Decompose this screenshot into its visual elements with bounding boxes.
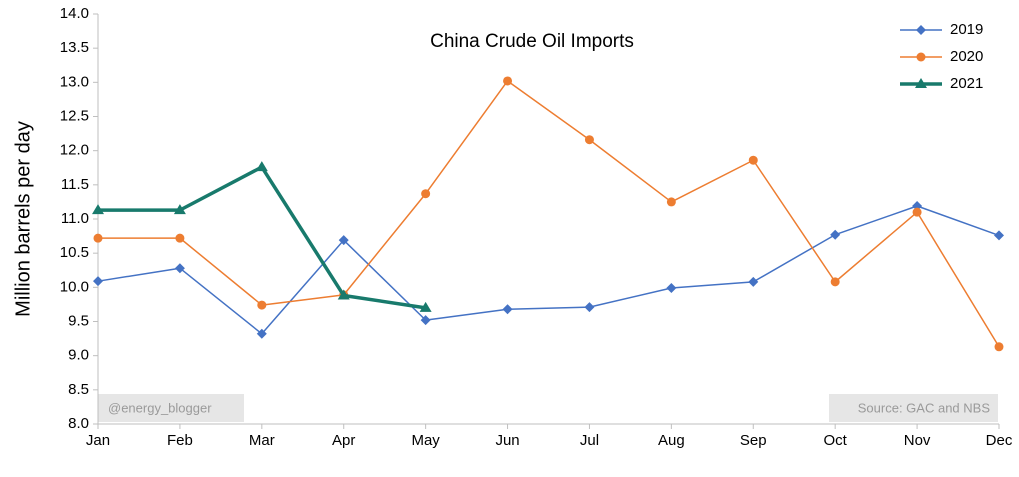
data-point	[92, 204, 104, 215]
data-point	[93, 276, 103, 287]
x-tick-label: Nov	[904, 432, 931, 449]
legend-marker	[915, 78, 927, 88]
data-point	[503, 76, 513, 86]
y-tick-label: 11.5	[61, 176, 89, 193]
data-point	[994, 230, 1004, 241]
data-point	[830, 277, 840, 287]
data-point	[666, 283, 677, 294]
data-point	[256, 328, 267, 339]
data-point	[175, 233, 185, 243]
data-point	[748, 276, 759, 287]
data-point	[419, 301, 432, 312]
data-point	[420, 315, 431, 326]
y-tick-label: 8.0	[68, 415, 89, 432]
y-tick-label: 12.0	[60, 142, 89, 159]
data-point	[584, 135, 594, 145]
data-point	[255, 161, 268, 172]
x-tick-label: Feb	[167, 432, 193, 449]
y-tick-label: 9.5	[68, 312, 89, 329]
annotation-box	[98, 394, 244, 422]
data-point	[994, 342, 1004, 352]
y-tick-label: 10.5	[60, 244, 89, 261]
y-tick-label: 10.0	[60, 278, 89, 295]
annotation: @energy_blogger	[108, 400, 212, 415]
x-tick-label: Mar	[249, 432, 275, 449]
x-tick-label: Jul	[580, 432, 599, 449]
x-tick-label: Jan	[86, 432, 110, 449]
x-tick-label: Oct	[824, 432, 848, 449]
data-point	[584, 302, 595, 313]
x-tick-label: Aug	[658, 432, 685, 449]
legend-label: 2019	[950, 21, 983, 38]
data-point	[337, 289, 350, 300]
data-point	[666, 197, 676, 207]
series-line	[97, 205, 1000, 335]
y-axis-label: Million barrels per day	[12, 121, 34, 317]
legend-marker	[916, 52, 926, 62]
data-point	[830, 229, 841, 240]
chart-title: China Crude Oil Imports	[430, 31, 634, 52]
y-tick-label: 9.0	[68, 347, 89, 364]
data-point	[173, 204, 186, 215]
data-point	[338, 235, 349, 246]
annotation: Source: GAC and NBS	[858, 400, 991, 415]
y-tick-label: 12.5	[60, 107, 89, 124]
data-point	[912, 207, 922, 217]
series-line	[98, 80, 1000, 348]
data-point	[502, 304, 513, 315]
y-tick-label: 13.5	[60, 39, 89, 56]
x-tick-label: May	[411, 432, 440, 449]
data-point	[93, 233, 103, 243]
x-tick-label: Apr	[332, 432, 355, 449]
legend-marker	[916, 25, 926, 35]
data-point	[174, 263, 185, 274]
annotation-box	[829, 394, 998, 422]
y-tick-label: 14.0	[60, 5, 89, 22]
y-tick-label: 11.0	[61, 210, 89, 227]
data-point	[421, 189, 431, 199]
legend-label: 2020	[950, 48, 983, 65]
legend-label: 2021	[950, 75, 983, 92]
y-tick-label: 8.5	[68, 381, 89, 398]
x-tick-label: Jun	[495, 432, 519, 449]
x-tick-label: Sep	[740, 432, 767, 449]
data-point	[748, 155, 758, 165]
y-tick-label: 13.0	[60, 73, 89, 90]
data-point	[257, 300, 267, 310]
x-tick-label: Dec	[986, 432, 1013, 449]
